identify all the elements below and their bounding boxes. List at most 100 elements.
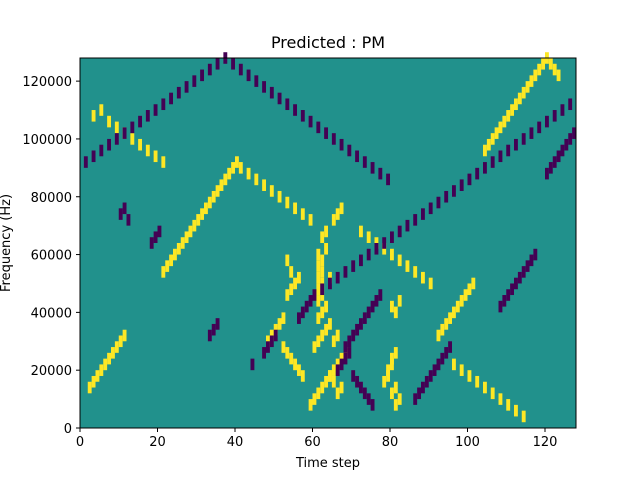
- heatmap-cell-low: [161, 98, 166, 111]
- heatmap-cell-high: [556, 69, 561, 82]
- heatmap-cell-low: [335, 271, 340, 284]
- heatmap-cell-low: [277, 92, 282, 105]
- heatmap-cell-high: [405, 260, 410, 272]
- x-tick-label: 100: [455, 435, 480, 450]
- heatmap-cell-low: [347, 144, 352, 157]
- heatmap-cell-high: [169, 254, 174, 267]
- heatmap-cell-low: [273, 329, 278, 342]
- heatmap-cell-low: [529, 127, 534, 139]
- heatmap-cell-high: [339, 352, 344, 365]
- heatmap-cell-low: [107, 138, 112, 151]
- heatmap-cell-low: [366, 306, 371, 319]
- heatmap-cell-high: [324, 225, 329, 238]
- heatmap-cell-high: [320, 231, 325, 243]
- heatmap-cell-high: [293, 358, 298, 371]
- heatmap-cell-low: [269, 335, 274, 348]
- heatmap-cell-high: [246, 167, 251, 180]
- heatmap-cell-low: [339, 358, 344, 371]
- heatmap-cell-low: [297, 312, 301, 324]
- heatmap-cell-low: [351, 370, 356, 382]
- heatmap-cell-high: [490, 133, 495, 145]
- heatmap-cell-high: [99, 364, 104, 376]
- heatmap-cell-high: [514, 404, 518, 417]
- heatmap-cell-high: [331, 375, 336, 388]
- heatmap-cell-high: [161, 266, 166, 278]
- heatmap-cell-high: [390, 387, 394, 400]
- heatmap-cell-high: [459, 364, 464, 376]
- heatmap-cell-high: [165, 260, 170, 272]
- heatmap-cell-low: [498, 150, 503, 163]
- heatmap-cell-high: [324, 300, 329, 313]
- low-cells: [83, 52, 577, 411]
- heatmap-cell-high: [238, 162, 243, 174]
- heatmap-cell-low: [552, 156, 557, 168]
- heatmap-cell-high: [161, 156, 166, 168]
- heatmap-cell-high: [397, 295, 402, 307]
- heatmap-cell-low: [91, 150, 96, 163]
- heatmap-cell-low: [211, 323, 216, 336]
- heatmap-cell-low: [502, 295, 507, 307]
- heatmap-cell-low: [517, 271, 522, 284]
- heatmap-cell-high: [467, 283, 472, 296]
- heatmap-cell-low: [184, 81, 189, 93]
- heatmap-cell-low: [483, 162, 487, 174]
- heatmap-cell-high: [382, 375, 387, 388]
- heatmap-cell-high: [537, 63, 542, 76]
- heatmap-cell-low: [436, 196, 441, 209]
- heatmap-cell-low: [432, 364, 437, 376]
- heatmap-cell-high: [366, 231, 371, 243]
- heatmap-cell-low: [207, 63, 212, 76]
- heatmap-cell-high: [359, 225, 363, 238]
- heatmap-cell-low: [452, 185, 456, 197]
- heatmap-cell-low: [153, 231, 158, 243]
- heatmap-cell-high: [324, 243, 329, 255]
- x-tick-label: 120: [533, 435, 558, 450]
- heatmap-cell-low: [157, 225, 162, 238]
- heatmap-cell-high: [107, 352, 112, 365]
- heatmap-cell-high: [114, 121, 119, 134]
- heatmap-cell-low: [417, 387, 422, 400]
- heatmap-cell-high: [312, 393, 317, 405]
- heatmap-cell-low: [444, 190, 449, 203]
- x-tick-label: 20: [149, 435, 166, 450]
- heatmap-cell-low: [355, 150, 360, 163]
- heatmap-cell-low: [308, 295, 313, 307]
- heatmap-cell-high: [455, 300, 460, 313]
- y-axis-ticks: 0 20000 40000 60000 80000 100000 120000: [22, 75, 80, 437]
- heatmap-cell-low: [347, 335, 352, 348]
- heatmap-cell-high: [525, 81, 530, 93]
- heatmap-cell-low: [467, 173, 472, 186]
- heatmap-cell-low: [444, 347, 449, 359]
- heatmap-cell-low: [378, 167, 383, 180]
- heatmap-cell-low: [207, 329, 212, 342]
- x-tick-label: 60: [304, 435, 321, 450]
- heatmap-cell-low: [215, 58, 220, 70]
- heatmap-cell-low: [285, 98, 290, 111]
- heatmap-cell-high: [300, 208, 305, 220]
- x-tick-label: 40: [227, 435, 244, 450]
- heatmap-cell-low: [568, 133, 573, 145]
- heatmap-cell-high: [498, 121, 503, 134]
- heatmap-cell-high: [463, 289, 468, 301]
- heatmap-cell-high: [390, 248, 394, 261]
- heatmap-cell-high: [413, 266, 418, 278]
- heatmap-cell-low: [269, 86, 274, 99]
- heatmap-cell-high: [335, 329, 340, 342]
- heatmap-cell-high: [285, 347, 290, 359]
- heatmap-cell-high: [281, 312, 286, 324]
- heatmap-cell-low: [343, 341, 348, 353]
- heatmap-cell-low: [304, 300, 309, 313]
- heatmap-cell-high: [95, 370, 100, 382]
- heatmap-cell-high: [428, 277, 433, 290]
- heatmap-cell-low: [138, 115, 143, 128]
- heatmap-cell-high: [316, 312, 321, 324]
- heatmap-cell-high: [386, 364, 391, 376]
- heatmap-cell-high: [87, 381, 92, 394]
- heatmap-cell-high: [188, 225, 193, 238]
- heatmap-cell-low: [521, 266, 526, 278]
- heatmap-cell-low: [266, 341, 270, 353]
- y-axis-label: Frequency (Hz): [0, 194, 14, 292]
- heatmap-cell-high: [452, 358, 456, 371]
- heatmap-cell-high: [467, 370, 472, 382]
- heatmap-cell-high: [390, 300, 394, 313]
